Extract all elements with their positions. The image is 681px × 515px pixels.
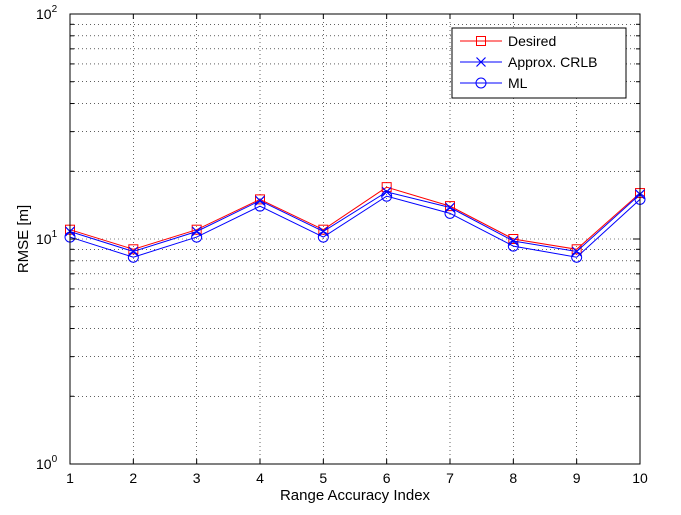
y-axis-label: RMSE [m] (15, 205, 32, 273)
circle-marker (191, 231, 203, 243)
legend: Desired Approx. CRLB ML (451, 27, 627, 99)
x-tick-label: 6 (383, 470, 391, 486)
legend-label: ML (508, 75, 528, 91)
square-marker (255, 194, 265, 205)
square-marker (476, 36, 486, 46)
y-tick-base: 10 (36, 456, 52, 472)
square-marker (128, 244, 139, 255)
x-marker (476, 57, 486, 67)
circle-marker (381, 190, 393, 202)
circle-marker (475, 77, 487, 89)
x-marker (318, 226, 329, 237)
series-desired (65, 182, 645, 255)
circle-marker (317, 231, 329, 243)
legend-label: Approx. CRLB (508, 54, 597, 70)
x-tick-label: 9 (573, 470, 581, 486)
legend-label: Desired (508, 33, 556, 49)
x-axis-label: Range Accuracy Index (280, 487, 431, 504)
x-tick-label: 4 (256, 470, 264, 486)
y-tick-base: 10 (36, 231, 52, 247)
circle-marker (254, 200, 266, 212)
y-tick-label: 100 (36, 454, 58, 472)
circle-marker (571, 251, 583, 263)
y-tick-label: 101 (36, 229, 58, 247)
circle-marker (507, 240, 519, 252)
x-tick-label: 1 (66, 470, 74, 486)
x-tick-label: 5 (319, 470, 327, 486)
series-approx-crlb (65, 186, 645, 257)
series-ml (64, 190, 646, 263)
x-tick-label: 3 (193, 470, 201, 486)
x-tick-label: 8 (509, 470, 517, 486)
series-line (69, 195, 641, 258)
legend-box (451, 27, 627, 99)
series-line (69, 191, 641, 253)
x-tick-label: 7 (446, 470, 454, 486)
y-tick-exponent: 1 (52, 229, 58, 240)
x-tick-label: 10 (632, 470, 648, 486)
y-tick-exponent: 2 (52, 4, 58, 15)
x-marker (445, 202, 455, 213)
y-tick-label: 102 (36, 4, 58, 22)
x-marker (191, 226, 202, 237)
series-line (69, 186, 641, 250)
circle-marker (444, 207, 456, 219)
square-marker (571, 244, 582, 255)
y-tick-base: 10 (36, 6, 52, 22)
x-marker (381, 186, 392, 197)
x-marker (128, 246, 139, 257)
y-tick-exponent: 0 (52, 454, 58, 465)
series-layer (64, 182, 646, 263)
circle-marker (127, 251, 139, 263)
x-tick-label: 2 (129, 470, 137, 486)
